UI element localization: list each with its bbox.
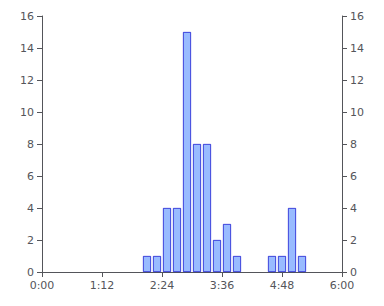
svg-text:14: 14	[20, 42, 34, 55]
svg-text:8: 8	[350, 138, 357, 151]
svg-text:4: 4	[27, 202, 34, 215]
svg-text:2: 2	[350, 234, 357, 247]
svg-text:12: 12	[20, 74, 34, 87]
svg-text:4:48: 4:48	[270, 279, 295, 292]
svg-text:2:24: 2:24	[150, 279, 175, 292]
svg-text:0: 0	[27, 266, 34, 279]
svg-text:0:00: 0:00	[30, 279, 55, 292]
svg-text:8: 8	[27, 138, 34, 151]
svg-text:1:12: 1:12	[90, 279, 115, 292]
svg-text:14: 14	[350, 42, 364, 55]
svg-text:10: 10	[350, 106, 364, 119]
svg-text:3:36: 3:36	[210, 279, 235, 292]
svg-text:16: 16	[20, 10, 34, 23]
svg-text:6: 6	[350, 170, 357, 183]
svg-text:10: 10	[20, 106, 34, 119]
svg-text:12: 12	[350, 74, 364, 87]
svg-text:6: 6	[27, 170, 34, 183]
svg-text:4: 4	[350, 202, 357, 215]
svg-text:2: 2	[27, 234, 34, 247]
svg-text:0: 0	[350, 266, 357, 279]
svg-text:6:00: 6:00	[330, 279, 355, 292]
svg-text:16: 16	[350, 10, 364, 23]
